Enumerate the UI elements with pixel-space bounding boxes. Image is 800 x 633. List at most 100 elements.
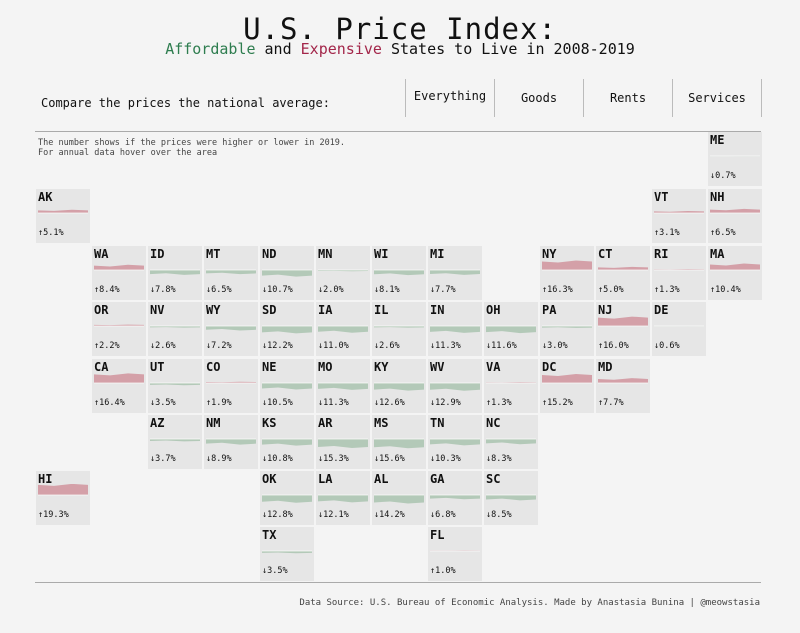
state-tile-mi[interactable]: MI ↓7.7% [428, 246, 482, 300]
state-area-sparkline [598, 266, 648, 271]
state-tile-ga[interactable]: GA ↓6.8% [428, 471, 482, 525]
state-tile-id[interactable]: ID ↓7.8% [148, 246, 202, 300]
state-tile-co[interactable]: CO ↑1.9% [204, 359, 258, 413]
state-area-sparkline [374, 438, 424, 449]
state-value-label: ↓11.3% [318, 398, 349, 408]
state-tile-wv[interactable]: WV ↓12.9% [428, 359, 482, 413]
state-area-sparkline [654, 269, 704, 271]
state-area-mark [486, 439, 536, 445]
state-tile-nv[interactable]: NV ↓2.6% [148, 302, 202, 356]
state-tile-sd[interactable]: SD ↓12.2% [260, 302, 314, 356]
state-abbr: AR [318, 416, 333, 430]
subtitle-and: and [264, 40, 292, 58]
state-tile-ny[interactable]: NY ↑16.3% [540, 246, 594, 300]
state-abbr: MI [430, 247, 445, 261]
state-tile-ky[interactable]: KY ↓12.6% [372, 359, 426, 413]
state-area-mark [262, 439, 312, 446]
state-abbr: NY [542, 247, 557, 261]
state-tile-ak[interactable]: AK ↑5.1% [36, 189, 90, 243]
state-value-label: ↑16.4% [94, 398, 125, 408]
state-abbr: SC [486, 472, 501, 486]
state-area-sparkline [150, 438, 200, 442]
state-tile-ms[interactable]: MS ↓15.6% [372, 415, 426, 469]
state-area-sparkline [262, 550, 312, 554]
state-tile-il[interactable]: IL ↓2.6% [372, 302, 426, 356]
state-tile-nj[interactable]: NJ ↑16.0% [596, 302, 650, 356]
state-tile-ct[interactable]: CT ↑5.0% [596, 246, 650, 300]
state-tile-nd[interactable]: ND ↓10.7% [260, 246, 314, 300]
state-area-sparkline [430, 325, 480, 333]
state-area-sparkline [94, 373, 144, 384]
state-area-mark [430, 495, 480, 500]
tab-goods[interactable]: Goods [494, 79, 583, 117]
state-tile-wy[interactable]: WY ↓7.2% [204, 302, 258, 356]
state-tile-ne[interactable]: NE ↓10.5% [260, 359, 314, 413]
state-value-label: ↑2.2% [94, 341, 120, 351]
state-tile-or[interactable]: OR ↑2.2% [92, 302, 146, 356]
state-area-mark [430, 326, 480, 333]
state-value-label: ↑5.1% [38, 228, 64, 238]
state-area-sparkline [262, 494, 312, 503]
footer-divider [35, 582, 761, 583]
tab-rents[interactable]: Rents [583, 79, 672, 117]
state-value-label: ↓3.0% [542, 341, 568, 351]
state-tile-tx[interactable]: TX ↓3.5% [260, 527, 314, 581]
state-tile-pa[interactable]: PA ↓3.0% [540, 302, 594, 356]
state-value-label: ↓12.1% [318, 510, 349, 520]
state-area-mark [150, 439, 200, 442]
state-tile-oh[interactable]: OH ↓11.6% [484, 302, 538, 356]
state-abbr: AK [38, 190, 53, 204]
state-tile-va[interactable]: VA ↑1.3% [484, 359, 538, 413]
state-area-mark [430, 383, 480, 391]
state-tile-vt[interactable]: VT ↑3.1% [652, 189, 706, 243]
state-tile-tn[interactable]: TN ↓10.3% [428, 415, 482, 469]
state-tile-ok[interactable]: OK ↓12.8% [260, 471, 314, 525]
state-tile-la[interactable]: LA ↓12.1% [316, 471, 370, 525]
state-tile-dc[interactable]: DC ↑15.2% [540, 359, 594, 413]
state-value-label: ↓10.8% [262, 454, 293, 464]
state-tile-de[interactable]: DE ↓0.6% [652, 302, 706, 356]
state-area-mark [94, 264, 144, 270]
state-tile-hi[interactable]: HI ↑19.3% [36, 471, 90, 525]
state-tile-az[interactable]: AZ ↓3.7% [148, 415, 202, 469]
state-tile-nc[interactable]: NC ↓8.3% [484, 415, 538, 469]
state-tile-ri[interactable]: RI ↑1.3% [652, 246, 706, 300]
state-tile-nh[interactable]: NH ↑6.5% [708, 189, 762, 243]
state-tile-ma[interactable]: MA ↑10.4% [708, 246, 762, 300]
state-value-label: ↓0.7% [710, 171, 736, 181]
state-tile-al[interactable]: AL ↓14.2% [372, 471, 426, 525]
state-tile-ca[interactable]: CA ↑16.4% [92, 359, 146, 413]
state-tile-nm[interactable]: NM ↓8.9% [204, 415, 258, 469]
state-tile-wa[interactable]: WA ↑8.4% [92, 246, 146, 300]
state-tile-in[interactable]: IN ↓11.3% [428, 302, 482, 356]
state-abbr: LA [318, 472, 333, 486]
state-tile-ia[interactable]: IA ↓11.0% [316, 302, 370, 356]
tab-services[interactable]: Services [672, 79, 762, 117]
state-area-sparkline [206, 325, 256, 331]
state-value-label: ↓3.5% [150, 398, 176, 408]
state-area-sparkline [38, 484, 88, 496]
state-tile-ks[interactable]: KS ↓10.8% [260, 415, 314, 469]
state-tile-fl[interactable]: FL ↑1.0% [428, 527, 482, 581]
state-value-label: ↓12.9% [430, 398, 461, 408]
state-abbr: WY [206, 303, 221, 317]
state-area-mark [374, 270, 424, 276]
state-tile-ut[interactable]: UT ↓3.5% [148, 359, 202, 413]
state-tile-mt[interactable]: MT ↓6.5% [204, 246, 258, 300]
state-tile-ar[interactable]: AR ↓15.3% [316, 415, 370, 469]
state-value-label: ↓15.6% [374, 454, 405, 464]
subtitle-expensive: Expensive [300, 40, 382, 58]
state-area-sparkline [38, 209, 88, 214]
state-tile-mo[interactable]: MO ↓11.3% [316, 359, 370, 413]
state-value-label: ↑1.3% [654, 285, 680, 295]
tab-everything[interactable]: Everything [405, 79, 494, 117]
state-area-sparkline [374, 494, 424, 504]
state-value-label: ↓11.3% [430, 341, 461, 351]
state-tile-mn[interactable]: MN ↓2.0% [316, 246, 370, 300]
state-tile-me[interactable]: ME ↓0.7% [708, 132, 762, 186]
state-tile-sc[interactable]: SC ↓8.5% [484, 471, 538, 525]
state-abbr: NM [206, 416, 221, 430]
state-tile-md[interactable]: MD ↑7.7% [596, 359, 650, 413]
state-tile-wi[interactable]: WI ↓8.1% [372, 246, 426, 300]
state-area-sparkline [542, 260, 592, 271]
